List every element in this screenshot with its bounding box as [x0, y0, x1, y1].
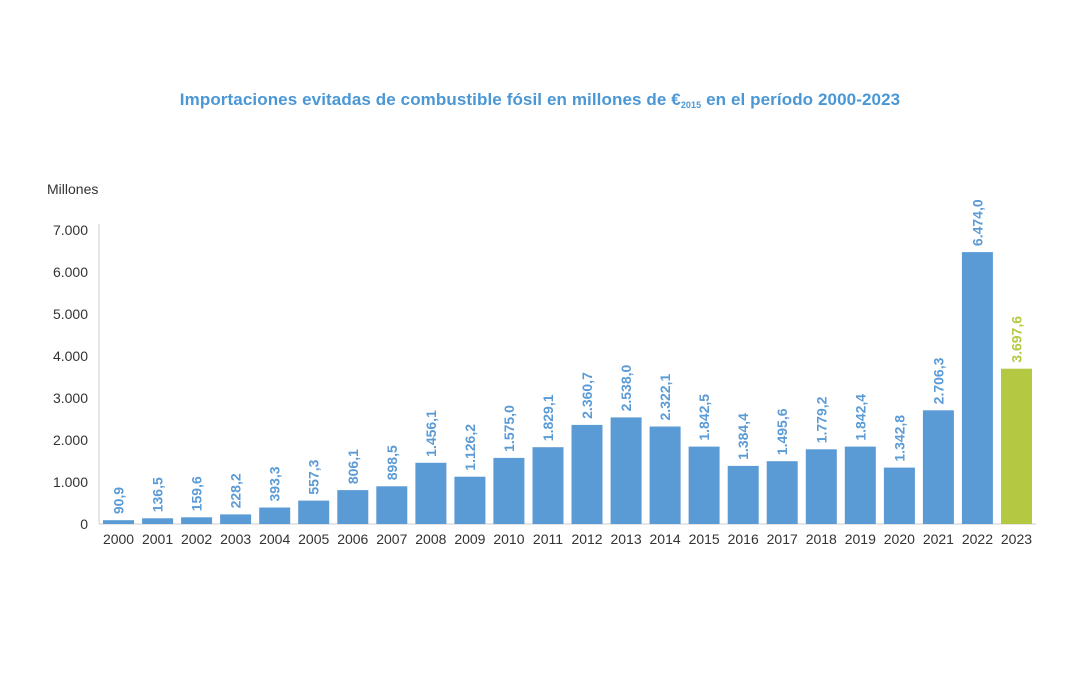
x-tick-label: 2007: [376, 531, 407, 547]
x-tick-label: 2006: [337, 531, 368, 547]
x-tick-label: 2017: [767, 531, 798, 547]
data-label: 1.842,5: [696, 394, 712, 441]
bar: [454, 476, 486, 524]
bar: [337, 490, 369, 524]
x-tick-label: 2021: [923, 531, 954, 547]
x-tick-label: 2023: [1001, 531, 1032, 547]
data-label: 159,6: [189, 476, 205, 511]
bar: [844, 446, 876, 524]
bar: [727, 465, 759, 524]
bar: [610, 417, 642, 524]
y-tick-label: 7.000: [53, 222, 88, 238]
bar: [961, 252, 993, 524]
x-tick-label: 2016: [728, 531, 759, 547]
bar: [922, 410, 954, 524]
bar: [805, 449, 837, 524]
x-tick-label: 2009: [454, 531, 485, 547]
x-tick-label: 2020: [884, 531, 915, 547]
x-tick-label: 2013: [610, 531, 641, 547]
x-tick-label: 2005: [298, 531, 329, 547]
data-label: 1.384,4: [735, 413, 751, 460]
bar: [415, 462, 447, 524]
bar: [571, 424, 603, 524]
x-tick-label: 2014: [650, 531, 681, 547]
data-label: 2.322,1: [657, 374, 673, 421]
data-label: 6.474,0: [969, 199, 985, 246]
data-label: 1.575,0: [501, 405, 517, 452]
data-label: 2.360,7: [579, 372, 595, 419]
data-label: 2.706,3: [930, 357, 946, 404]
data-label: 1.842,4: [852, 394, 868, 441]
bar: [883, 467, 915, 524]
bar: [259, 507, 291, 524]
x-tick-label: 2004: [259, 531, 290, 547]
y-tick-label: 6.000: [53, 264, 88, 280]
y-tick-label: 0: [80, 516, 88, 532]
x-tick-label: 2003: [220, 531, 251, 547]
y-axis-label: Millones: [47, 181, 99, 197]
x-tick-label: 2019: [845, 531, 876, 547]
x-tick-label: 2010: [493, 531, 524, 547]
bar: [493, 457, 525, 524]
data-label: 1.779,2: [813, 396, 829, 443]
data-label: 3.697,6: [1008, 316, 1024, 363]
bar: [376, 486, 408, 524]
data-label: 898,5: [384, 445, 400, 480]
data-label: 1.126,2: [462, 424, 478, 471]
data-label: 806,1: [345, 449, 361, 484]
x-tick-label: 2012: [571, 531, 602, 547]
bar: [766, 461, 798, 524]
y-tick-label: 3.000: [53, 390, 88, 406]
chart-title: Importaciones evitadas de combustible fó…: [179, 90, 901, 110]
bar: [181, 517, 213, 524]
bar: [649, 426, 681, 524]
data-label: 1.495,6: [774, 408, 790, 455]
data-label: 393,3: [267, 466, 283, 501]
data-label: 90,9: [111, 487, 127, 514]
bar: [142, 518, 174, 524]
data-label: 228,2: [228, 473, 244, 508]
x-tick-label: 2001: [142, 531, 173, 547]
data-label: 557,3: [306, 459, 322, 494]
data-label: 136,5: [150, 477, 166, 512]
data-label: 2.538,0: [618, 364, 634, 411]
x-tick-label: 2008: [415, 531, 446, 547]
y-tick-label: 1.000: [53, 474, 88, 490]
bar: [298, 500, 330, 524]
x-tick-label: 2011: [533, 531, 563, 547]
y-tick-label: 2.000: [53, 432, 88, 448]
data-label: 1.342,8: [891, 415, 907, 462]
bar: [1001, 368, 1032, 524]
y-tick-label: 5.000: [53, 306, 88, 322]
bar: [103, 520, 134, 524]
x-tick-label: 2015: [689, 531, 720, 547]
x-tick-label: 2018: [806, 531, 837, 547]
x-tick-label: 2022: [962, 531, 993, 547]
x-tick-label: 2000: [103, 531, 134, 547]
x-tick-label: 2002: [181, 531, 212, 547]
bar: [220, 514, 252, 524]
bar: [688, 446, 720, 524]
data-label: 1.456,1: [423, 410, 439, 457]
bar: [532, 447, 564, 524]
data-label: 1.829,1: [540, 394, 556, 441]
y-tick-label: 4.000: [53, 348, 88, 364]
